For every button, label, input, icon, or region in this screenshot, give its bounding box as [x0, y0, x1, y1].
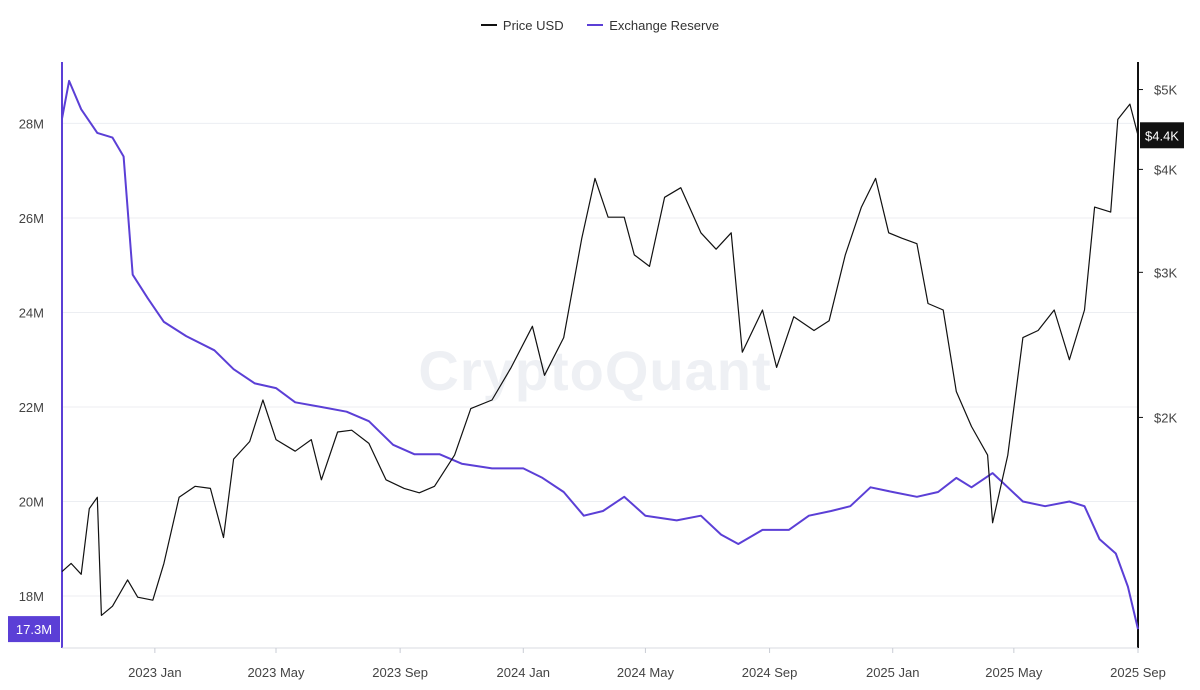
legend-swatch-price [480, 24, 497, 26]
right-tick-label: $3K [1154, 265, 1177, 280]
watermark: CryptoQuant [418, 339, 771, 402]
series-line-exchange-reserve [61, 79, 1139, 630]
left-tick-label: 22M [19, 400, 44, 415]
left-tick-label: 20M [19, 495, 44, 510]
right-tick-label: $4K [1154, 162, 1177, 177]
left-tick-label: 24M [19, 305, 44, 320]
right-tick-label: $5K [1154, 83, 1177, 98]
value-badges: 17.3M $4.4K [8, 122, 1184, 643]
x-tick-label: 2023 May [247, 665, 305, 680]
series-line-price-usd [61, 103, 1139, 617]
legend-item-reserve[interactable]: Exchange Reserve [587, 18, 719, 33]
axes: 18M 20M 22M 24M 26M 28M $2K $3K $4K $5K 2023 Jan 20… [19, 62, 1177, 680]
left-tick-label: 18M [19, 589, 44, 604]
legend-item-price[interactable]: Price USD [480, 17, 564, 33]
x-tick-label: 2025 May [985, 665, 1043, 680]
legend-swatch-reserve [587, 24, 604, 26]
series-group [61, 79, 1139, 630]
left-tick-label: 28M [19, 116, 44, 131]
legend-label-reserve: Exchange Reserve [609, 17, 720, 33]
right-value-badge [1140, 122, 1184, 149]
x-tick-label: 2024 Sep [742, 665, 798, 680]
x-tick-label: 2023 Sep [372, 665, 428, 680]
legend-label-price: Price USD [502, 17, 564, 33]
x-tick-label: 2025 Sep [1110, 665, 1166, 680]
x-tick-label: 2023 Jan [128, 665, 182, 680]
grid [62, 122, 1138, 597]
x-tick-label: 2024 May [617, 665, 675, 680]
left-value-badge-text: 17.3M [16, 622, 52, 637]
chart-legend: Price USD Exchange Reserve [0, 14, 1200, 33]
left-value-badge [8, 616, 60, 643]
x-tick-label: 2025 Jan [866, 665, 920, 680]
right-value-badge-text: $4.4K [1145, 128, 1179, 143]
right-tick-label: $2K [1154, 410, 1177, 425]
x-tick-label: 2024 Jan [497, 665, 551, 680]
left-tick-label: 26M [19, 211, 44, 226]
